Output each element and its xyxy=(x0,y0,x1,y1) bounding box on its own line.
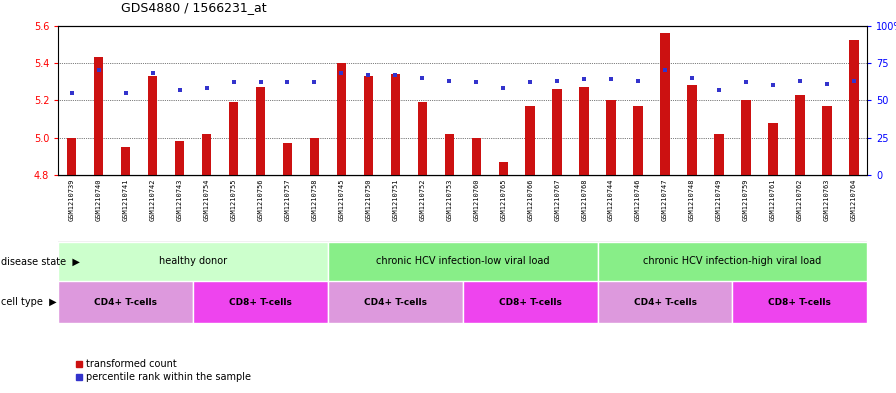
Text: CD8+ T-cells: CD8+ T-cells xyxy=(499,298,562,307)
Bar xyxy=(823,106,831,175)
Bar xyxy=(733,281,867,323)
Bar xyxy=(337,63,346,175)
Text: GSM1210761: GSM1210761 xyxy=(770,178,776,221)
Text: GSM1210765: GSM1210765 xyxy=(500,178,506,221)
Text: GSM1210740: GSM1210740 xyxy=(96,178,101,221)
Text: GDS4880 / 1566231_at: GDS4880 / 1566231_at xyxy=(121,1,267,14)
Bar xyxy=(310,138,319,175)
Bar xyxy=(121,147,131,175)
Text: GSM1210766: GSM1210766 xyxy=(527,178,533,221)
Text: GSM1210744: GSM1210744 xyxy=(608,178,614,221)
Bar xyxy=(498,162,508,175)
Text: chronic HCV infection-high viral load: chronic HCV infection-high viral load xyxy=(643,256,822,266)
Bar xyxy=(418,102,427,175)
Legend: transformed count, percentile rank within the sample: transformed count, percentile rank withi… xyxy=(72,356,254,386)
Bar xyxy=(795,95,805,175)
Bar xyxy=(194,281,328,323)
Bar xyxy=(67,138,76,175)
Bar xyxy=(255,87,265,175)
Text: GSM1210742: GSM1210742 xyxy=(150,178,156,221)
Bar xyxy=(228,102,238,175)
Bar xyxy=(148,76,158,175)
Text: CD4+ T-cells: CD4+ T-cells xyxy=(364,298,426,307)
Bar xyxy=(598,281,733,323)
Bar xyxy=(525,106,535,175)
Bar xyxy=(364,76,373,175)
Text: GSM1210767: GSM1210767 xyxy=(555,178,560,221)
Bar xyxy=(598,242,867,281)
Bar xyxy=(175,141,185,175)
Text: GSM1210748: GSM1210748 xyxy=(689,178,695,221)
Bar xyxy=(328,242,598,281)
Bar xyxy=(444,134,454,175)
Text: healthy donor: healthy donor xyxy=(159,256,228,266)
Bar xyxy=(58,242,328,281)
Bar xyxy=(580,87,589,175)
Text: GSM1210768: GSM1210768 xyxy=(582,178,587,221)
Text: GSM1210755: GSM1210755 xyxy=(230,178,237,221)
Text: chronic HCV infection-low viral load: chronic HCV infection-low viral load xyxy=(376,256,549,266)
Bar xyxy=(58,281,194,323)
Text: GSM1210754: GSM1210754 xyxy=(203,178,210,221)
Text: GSM1210758: GSM1210758 xyxy=(312,178,317,221)
Text: GSM1210757: GSM1210757 xyxy=(285,178,290,221)
Text: GSM1210752: GSM1210752 xyxy=(419,178,426,221)
Text: CD8+ T-cells: CD8+ T-cells xyxy=(229,298,292,307)
Bar xyxy=(607,100,616,175)
Text: GSM1210747: GSM1210747 xyxy=(662,178,668,221)
Text: GSM1210739: GSM1210739 xyxy=(69,178,74,221)
Text: GSM1210743: GSM1210743 xyxy=(177,178,183,221)
Text: GSM1210756: GSM1210756 xyxy=(257,178,263,221)
Text: GSM1210764: GSM1210764 xyxy=(851,178,857,221)
Bar xyxy=(94,57,103,175)
Text: GSM1210749: GSM1210749 xyxy=(716,178,722,221)
Text: GSM1210750: GSM1210750 xyxy=(366,178,371,221)
Text: disease state  ▶: disease state ▶ xyxy=(1,256,80,266)
Text: GSM1210763: GSM1210763 xyxy=(824,178,830,221)
Bar xyxy=(328,281,463,323)
Text: GSM1210751: GSM1210751 xyxy=(392,178,399,221)
Text: CD4+ T-cells: CD4+ T-cells xyxy=(633,298,696,307)
Text: CD8+ T-cells: CD8+ T-cells xyxy=(769,298,831,307)
Bar xyxy=(714,134,724,175)
Bar xyxy=(849,40,858,175)
Bar xyxy=(633,106,642,175)
Bar xyxy=(553,89,562,175)
Bar xyxy=(660,33,670,175)
Bar xyxy=(202,134,211,175)
Bar xyxy=(687,85,697,175)
Bar xyxy=(283,143,292,175)
Text: CD4+ T-cells: CD4+ T-cells xyxy=(94,298,157,307)
Text: GSM1210745: GSM1210745 xyxy=(339,178,344,221)
Text: GSM1210741: GSM1210741 xyxy=(123,178,129,221)
Text: GSM1210760: GSM1210760 xyxy=(473,178,479,221)
Text: cell type  ▶: cell type ▶ xyxy=(1,297,56,307)
Text: GSM1210746: GSM1210746 xyxy=(635,178,641,221)
Bar xyxy=(471,138,481,175)
Text: GSM1210762: GSM1210762 xyxy=(797,178,803,221)
Bar xyxy=(391,74,401,175)
Bar xyxy=(463,281,598,323)
Bar xyxy=(768,123,778,175)
Text: GSM1210759: GSM1210759 xyxy=(743,178,749,221)
Text: GSM1210753: GSM1210753 xyxy=(446,178,452,221)
Bar xyxy=(741,100,751,175)
